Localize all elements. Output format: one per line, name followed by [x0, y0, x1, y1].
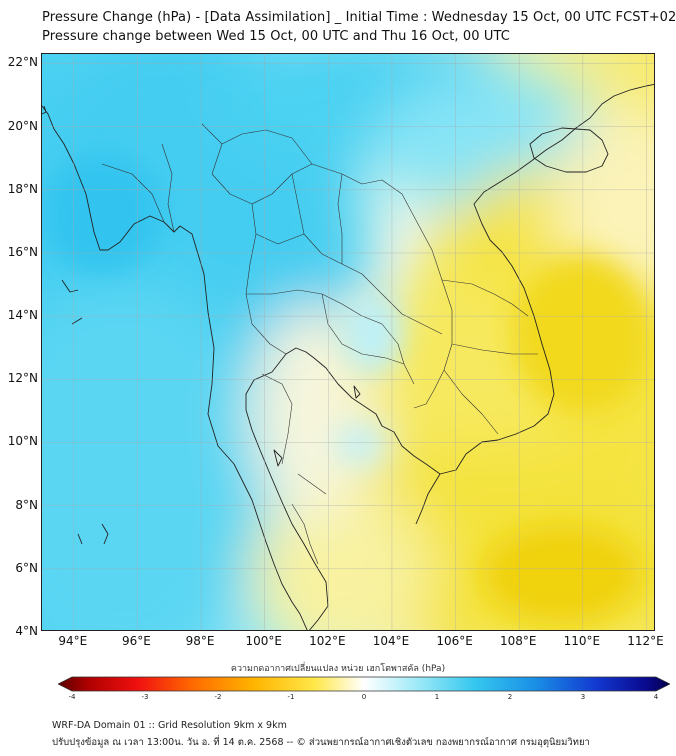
longitude-tick-label: 106°E	[436, 634, 473, 648]
longitude-tick-label: 98°E	[185, 634, 215, 648]
longitude-tick-label: 110°E	[563, 634, 601, 648]
colorbar-caption: ความกดอากาศเปลี่ยนแปลง หน่วย เฮกโตพาสคัล…	[230, 664, 446, 674]
colorbar-tick-label: 1	[434, 693, 440, 701]
coastlines	[42, 83, 654, 630]
colorbar	[58, 676, 670, 692]
longitude-tick-label: 94°E	[58, 634, 88, 648]
latitude-tick-label: 20°N	[7, 118, 38, 133]
colorbar-tick-label: -4	[68, 693, 76, 701]
longitude-tick-label: 102°E	[309, 634, 346, 648]
latitude-tick-label: 4°N	[15, 624, 38, 638]
colorbar-tick-label: 4	[653, 693, 659, 701]
colorbar-tick-label: -3	[141, 693, 149, 701]
latitude-tick-label: 10°N	[7, 434, 38, 449]
latitude-tick-label: 8°N	[15, 497, 38, 512]
colorbar-tick-label: -1	[287, 693, 295, 701]
longitude-tick-label: 108°E	[499, 634, 537, 648]
latitude-tick-label: 16°N	[7, 244, 38, 259]
footer-model-info: WRF-DA Domain 01 :: Grid Resolution 9km …	[52, 720, 287, 731]
longitude-tick-label: 100°E	[245, 634, 282, 648]
latitude-tick-label: 14°N	[7, 308, 38, 323]
latitude-tick-label: 6°N	[15, 560, 38, 575]
longitude-tick-label: 96°E	[122, 634, 151, 648]
map-title: Pressure Change (hPa) - [Data Assimilati…	[42, 10, 676, 25]
colorbar-tick-label: 3	[580, 693, 586, 701]
pressure-change-map	[41, 53, 655, 631]
latitude-tick-label: 22°N	[7, 55, 38, 70]
colorbar-tick-label: 0	[361, 693, 367, 701]
longitude-tick-label: 112°E	[627, 634, 664, 648]
map-canvas	[42, 54, 654, 630]
footer-credit: ปรับปรุงข้อมูล ณ เวลา 13:00น. วัน อ. ที่…	[52, 737, 590, 748]
map-subtitle: Pressure change between Wed 15 Oct, 00 U…	[42, 29, 510, 44]
longitude-tick-label: 104°E	[372, 634, 410, 648]
colorbar-tick-label: -2	[214, 693, 222, 701]
admin-borders	[101, 123, 538, 565]
colorbar-tick-label: 2	[507, 693, 513, 701]
latitude-tick-label: 18°N	[7, 181, 38, 196]
graticule	[42, 54, 654, 630]
latitude-tick-label: 12°N	[7, 371, 38, 386]
